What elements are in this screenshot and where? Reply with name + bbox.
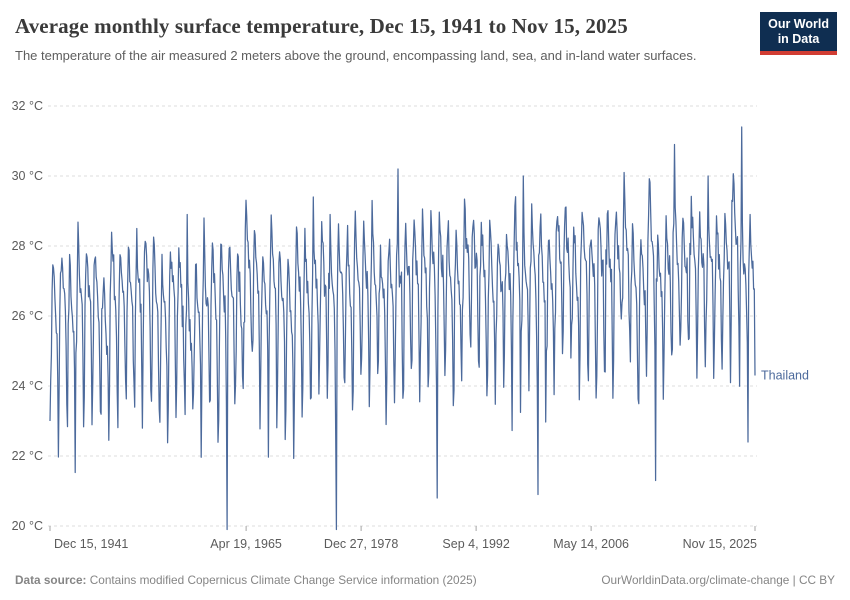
temperature-line[interactable] (49, 126, 756, 531)
x-axis-labels: Dec 15, 1941 Apr 19, 1965 Dec 27, 1978 Sep … (54, 537, 757, 551)
x-tick-label: Sep 4, 1992 (442, 537, 509, 551)
series-label[interactable]: Thailand (761, 369, 809, 383)
x-tick-label: Nov 15, 2025 (683, 537, 757, 551)
data-source: Data source: Contains modified Copernicu… (15, 573, 477, 587)
x-tick-label: May 14, 2006 (553, 537, 629, 551)
chart-header: Average monthly surface temperature, Dec… (15, 14, 755, 65)
y-tick-label: 32 °C (12, 99, 43, 113)
x-tick-label: Dec 15, 1941 (54, 537, 128, 551)
page-subtitle: The temperature of the air measured 2 me… (15, 48, 697, 64)
owid-logo-line2: in Data (777, 32, 820, 46)
data-source-text: Contains modified Copernicus Climate Cha… (89, 573, 477, 587)
y-axis-labels: 20 °C 22 °C 24 °C 26 °C 28 °C 30 °C 32 °C (12, 99, 43, 533)
owid-logo-line1: Our World (768, 17, 829, 31)
data-source-label: Data source: (15, 573, 87, 587)
chart-footer: Data source: Contains modified Copernicu… (15, 573, 835, 587)
x-tick-label: Dec 27, 1978 (324, 537, 398, 551)
owid-logo[interactable]: Our World in Data (760, 12, 837, 55)
y-tick-label: 24 °C (12, 379, 43, 393)
page-title: Average monthly surface temperature, Dec… (15, 14, 628, 38)
y-tick-label: 20 °C (12, 519, 43, 533)
y-tick-label: 26 °C (12, 309, 43, 323)
x-tick-label: Apr 19, 1965 (210, 537, 282, 551)
footer-links[interactable]: OurWorldinData.org/climate-change | CC B… (601, 573, 835, 587)
y-tick-label: 30 °C (12, 169, 43, 183)
y-tick-label: 22 °C (12, 449, 43, 463)
x-axis-ticks (49, 526, 756, 531)
y-tick-label: 28 °C (12, 239, 43, 253)
